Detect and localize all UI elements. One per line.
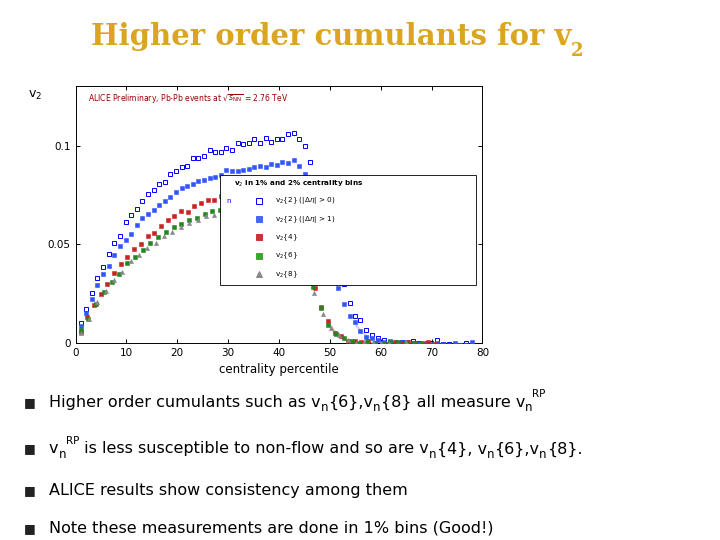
Text: {8} all measure v: {8} all measure v <box>381 395 525 410</box>
Text: {8}.: {8}. <box>546 441 582 456</box>
Text: 2: 2 <box>571 42 583 60</box>
FancyBboxPatch shape <box>220 175 477 285</box>
Text: n: n <box>373 401 381 414</box>
Text: ALICE results show consistency among them: ALICE results show consistency among the… <box>49 483 408 498</box>
Text: n: n <box>226 198 230 204</box>
Text: Note these measurements are done in 1% bins (Good!): Note these measurements are done in 1% b… <box>49 521 493 536</box>
Text: ■: ■ <box>24 484 35 497</box>
Text: {6},v: {6},v <box>494 441 539 456</box>
Text: n: n <box>525 401 533 414</box>
Text: RP: RP <box>533 389 546 399</box>
Text: v$_2${2} (|$\Delta\eta$| > 0): v$_2${2} (|$\Delta\eta$| > 0) <box>275 195 336 206</box>
Text: {4}, v: {4}, v <box>436 441 487 456</box>
Text: n: n <box>487 448 494 461</box>
Text: n: n <box>320 401 328 414</box>
Text: ■: ■ <box>24 396 35 409</box>
Text: n: n <box>58 448 66 461</box>
Text: ALICE Preliminary, Pb-Pb events at $\sqrt{s_\mathrm{NN}}$ = 2.76 TeV: ALICE Preliminary, Pb-Pb events at $\sqr… <box>88 93 288 106</box>
Text: n: n <box>539 448 546 461</box>
Text: v$_2${8}: v$_2${8} <box>275 269 298 280</box>
Text: Higher order cumulants such as v: Higher order cumulants such as v <box>49 395 320 410</box>
Text: RP: RP <box>66 435 79 445</box>
Text: Higher order cumulants for v: Higher order cumulants for v <box>91 22 572 51</box>
Text: v$_2${4}: v$_2${4} <box>275 232 298 242</box>
Text: 9: 9 <box>699 13 709 28</box>
Text: is less susceptible to non-flow and so are v: is less susceptible to non-flow and so a… <box>79 441 429 456</box>
Text: v$_2$ in 1% and 2% centrality bins: v$_2$ in 1% and 2% centrality bins <box>234 179 364 189</box>
Y-axis label: v$_2$: v$_2$ <box>28 89 42 102</box>
Text: {6},v: {6},v <box>328 395 373 410</box>
Text: v: v <box>49 441 58 456</box>
Text: v$_2${2} (|$\Delta\eta$| > 1): v$_2${2} (|$\Delta\eta$| > 1) <box>275 213 336 225</box>
Text: ■: ■ <box>24 442 35 455</box>
Text: ■: ■ <box>24 522 35 535</box>
Text: n: n <box>429 448 436 461</box>
X-axis label: centrality percentile: centrality percentile <box>219 363 339 376</box>
Text: v$_2${6}: v$_2${6} <box>275 251 298 261</box>
